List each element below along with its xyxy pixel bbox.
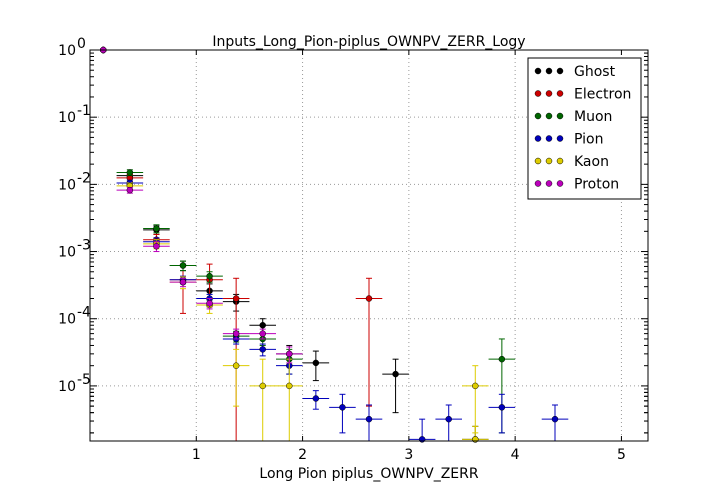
legend-marker [556,112,564,120]
legend-entry: Pion [574,132,603,148]
x-axis-label: Long Pion piplus_OWNPV_ZERR [259,466,478,482]
data-point [286,350,293,358]
chart-title: Inputs_Long_Pion-piplus_OWNPV_ZERR_Logy [212,34,525,50]
legend-marker [556,135,564,142]
data-point [232,330,240,337]
data-point [232,295,240,302]
data-point [153,225,160,232]
legend-marker [534,180,542,187]
x-tick-label: 3 [404,447,413,463]
y-tick-label: 10 [58,245,76,261]
y-tick-label-exponent: -2 [77,170,91,186]
y-tick-label: 10 [58,43,76,59]
y-tick-label: 10 [58,312,76,328]
legend-box [527,57,642,200]
legend-marker [545,67,553,75]
data-point [472,382,479,390]
data-point [445,415,452,423]
legend-marker [534,90,542,97]
legend-marker [534,157,542,165]
legend-marker [556,67,564,75]
legend-entry: Kaon [574,154,609,170]
y-tick-label: 10 [58,177,76,193]
legend-entry: Ghost [574,64,616,80]
plot-frame [89,49,649,442]
data-point [339,404,346,411]
data-point [498,404,506,411]
legend-marker [545,135,553,142]
data-point [259,330,266,337]
data-point [126,169,134,176]
data-point [259,382,266,390]
x-tick-label: 4 [511,447,520,463]
data-point [365,295,373,302]
legend-marker [545,90,553,97]
y-tick-label: 10 [58,110,76,126]
legend-marker [545,157,553,165]
data-series [90,46,569,443]
data-point [312,395,320,402]
data-point [206,272,213,280]
legend-marker [534,112,542,120]
data-point [179,278,187,286]
legend-marker [556,157,564,165]
data-point [498,355,506,363]
data-point [365,415,373,423]
data-point [179,262,187,269]
legend-entry: Muon [574,109,612,125]
data-point [153,242,160,250]
data-point [126,186,134,194]
data-point [312,359,320,367]
legend: Ghost Electron Muon Pion Kaon Proton [527,57,642,200]
legend-marker [556,180,564,187]
legend-entry: Electron [574,87,631,103]
x-tick-label: 1 [192,447,201,463]
data-point [551,415,559,423]
y-tick-label-exponent: 0 [77,36,86,52]
data-point [206,299,213,307]
y-tick-label-exponent: -1 [77,103,91,119]
data-point [259,321,266,329]
legend-entry: Proton [574,177,619,193]
legend-marker [534,135,542,142]
y-tick-label-exponent: -3 [77,238,91,254]
legend-marker [545,180,553,187]
data-point [392,370,399,378]
x-tick-label: 5 [617,447,626,463]
legend-marker [556,90,564,97]
data-point [286,382,293,390]
y-tick-label-exponent: -5 [77,372,91,388]
y-tick-label: 10 [58,379,76,395]
data-point [232,362,240,369]
data-point [259,346,266,353]
y-tick-label-exponent: -4 [77,305,91,321]
x-tick-label: 2 [298,447,307,463]
legend-marker [545,112,553,120]
legend-marker [534,67,542,75]
